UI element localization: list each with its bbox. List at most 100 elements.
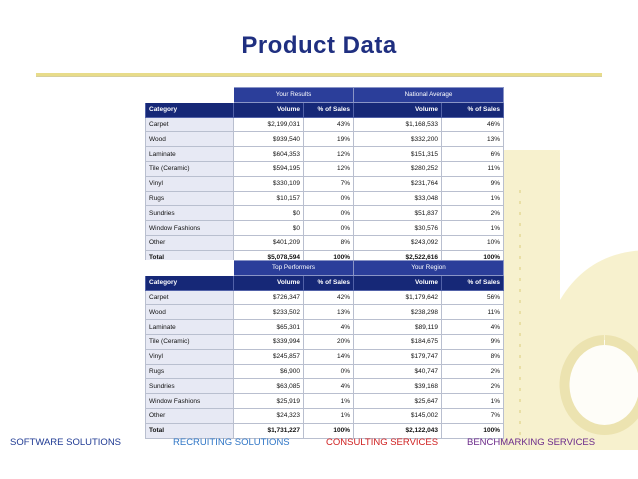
table-row: Carpet $726,347 42% $1,179,642 56% (145, 289, 505, 306)
page-title: Product Data (241, 32, 397, 59)
percent-cell: 9% (441, 175, 505, 192)
volume-cell: $330,109 (233, 175, 304, 192)
table-row: Tile (Ceramic) $339,994 20% $184,675 9% (145, 333, 505, 350)
table-row: Carpet $2,199,031 43% $1,168,533 46% (145, 116, 505, 133)
volume-cell: $24,323 (233, 407, 304, 424)
percent-cell: 2% (441, 205, 505, 222)
column-header: % of Sales (302, 274, 355, 291)
percent-cell: 4% (302, 378, 355, 395)
percent-cell: 1% (302, 407, 355, 424)
table-group-header-row: Top Performers Your Region (145, 260, 505, 276)
category-cell: Carpet (145, 289, 234, 306)
group-spacer-cell (145, 260, 234, 276)
column-header: Volume (233, 274, 304, 291)
category-cell: Laminate (145, 146, 234, 162)
percent-cell: 4% (302, 319, 355, 335)
volume-cell: $2,122,043 (353, 422, 443, 439)
volume-cell: $25,919 (233, 393, 304, 409)
table-row: Sundries $63,085 4% $39,168 2% (145, 378, 505, 395)
volume-cell: $1,179,642 (353, 289, 443, 306)
volume-cell: $1,168,533 (353, 116, 443, 133)
category-cell: Sundries (145, 205, 234, 222)
percent-cell: 46% (441, 116, 505, 133)
category-cell: Vinyl (145, 348, 234, 365)
column-header: % of Sales (441, 274, 505, 291)
percent-cell: 10% (441, 234, 505, 251)
category-cell: Other (145, 234, 234, 251)
volume-cell: $89,119 (353, 319, 443, 335)
category-cell: Rugs (145, 190, 234, 207)
category-cell: Sundries (145, 378, 234, 395)
percent-cell: 8% (441, 348, 505, 365)
footer-recruiting-solutions[interactable]: RECRUITING SOLUTIONS (173, 437, 290, 448)
footer-consulting-services[interactable]: CONSULTING SERVICES (326, 437, 439, 448)
column-header: Category (145, 274, 234, 291)
table-row: Other $401,209 8% $243,092 10% (145, 234, 505, 251)
volume-cell: $231,764 (353, 175, 443, 192)
percent-cell: 9% (441, 333, 505, 350)
volume-cell: $594,195 (233, 160, 304, 177)
percent-cell: 20% (302, 333, 355, 350)
volume-cell: $726,347 (233, 289, 304, 306)
table-row: Vinyl $330,109 7% $231,764 9% (145, 175, 505, 192)
percent-cell: 11% (441, 304, 505, 321)
percent-cell: 0% (302, 363, 355, 380)
percent-cell: 1% (302, 393, 355, 409)
volume-cell: $145,002 (353, 407, 443, 424)
volume-cell: $245,857 (233, 348, 304, 365)
volume-cell: $151,315 (353, 146, 443, 162)
volume-cell: $1,731,227 (233, 422, 304, 439)
volume-cell: $332,200 (353, 131, 443, 148)
volume-cell: $939,540 (233, 131, 304, 148)
percent-cell: 12% (302, 160, 355, 177)
percent-cell: 1% (441, 220, 505, 236)
percent-cell: 100% (302, 422, 355, 439)
volume-cell: $39,168 (353, 378, 443, 395)
percent-cell: 0% (302, 190, 355, 207)
table-row: Wood $939,540 19% $332,200 13% (145, 131, 505, 148)
category-cell: Wood (145, 304, 234, 321)
table-row: Rugs $6,900 0% $40,747 2% (145, 363, 505, 380)
product-data-table-national: Your Results National Average Category Volu… (145, 87, 505, 266)
column-header: Category (145, 101, 234, 118)
percent-cell: 2% (441, 363, 505, 380)
percent-cell: 2% (441, 378, 505, 395)
percent-cell: 56% (441, 289, 505, 306)
table-column-header-row: Category Volume% of Sales Volume% of Sales (145, 101, 505, 118)
product-data-table-regional: Top Performers Your Region Category Volume%… (145, 260, 505, 439)
percent-cell: 100% (441, 422, 505, 439)
volume-cell: $243,092 (353, 234, 443, 251)
table-column-header-row: Category Volume% of Sales Volume% of Sales (145, 274, 505, 291)
percent-cell: 0% (302, 205, 355, 222)
percent-cell: 4% (441, 319, 505, 335)
table-row: Sundries $0 0% $51,837 2% (145, 205, 505, 222)
title-divider (36, 73, 602, 76)
group-label: National Average (353, 87, 505, 103)
volume-cell: $33,048 (353, 190, 443, 207)
volume-cell: $0 (233, 205, 304, 222)
percent-cell: 8% (302, 234, 355, 251)
volume-cell: $238,298 (353, 304, 443, 321)
category-cell: Laminate (145, 319, 234, 335)
footer-benchmarking-services[interactable]: BENCHMARKING SERVICES (467, 437, 596, 448)
table-row: Tile (Ceramic) $594,195 12% $280,252 11% (145, 160, 505, 177)
category-cell: Vinyl (145, 175, 234, 192)
title-divider-shadow (36, 76, 602, 77)
group-label: Your Results (232, 87, 355, 103)
volume-cell: $280,252 (353, 160, 443, 177)
table-total-row: Total $1,731,227 100% $2,122,043 100% (145, 422, 505, 439)
table-group-header-row: Your Results National Average (145, 87, 505, 103)
percent-cell: 7% (302, 175, 355, 192)
table-row: Other $24,323 1% $145,002 7% (145, 407, 505, 424)
footer-software-solutions[interactable]: SOFTWARE SOLUTIONS (10, 437, 122, 448)
percent-cell: 43% (302, 116, 355, 133)
group-label: Top Performers (232, 260, 355, 276)
percent-cell: 13% (441, 131, 505, 148)
column-header: Volume (233, 101, 304, 118)
percent-cell: 1% (441, 190, 505, 207)
percent-cell: 6% (441, 146, 505, 162)
column-header: Volume (353, 274, 443, 291)
category-cell: Tile (Ceramic) (145, 160, 234, 177)
volume-cell: $30,576 (353, 220, 443, 236)
volume-cell: $339,994 (233, 333, 304, 350)
